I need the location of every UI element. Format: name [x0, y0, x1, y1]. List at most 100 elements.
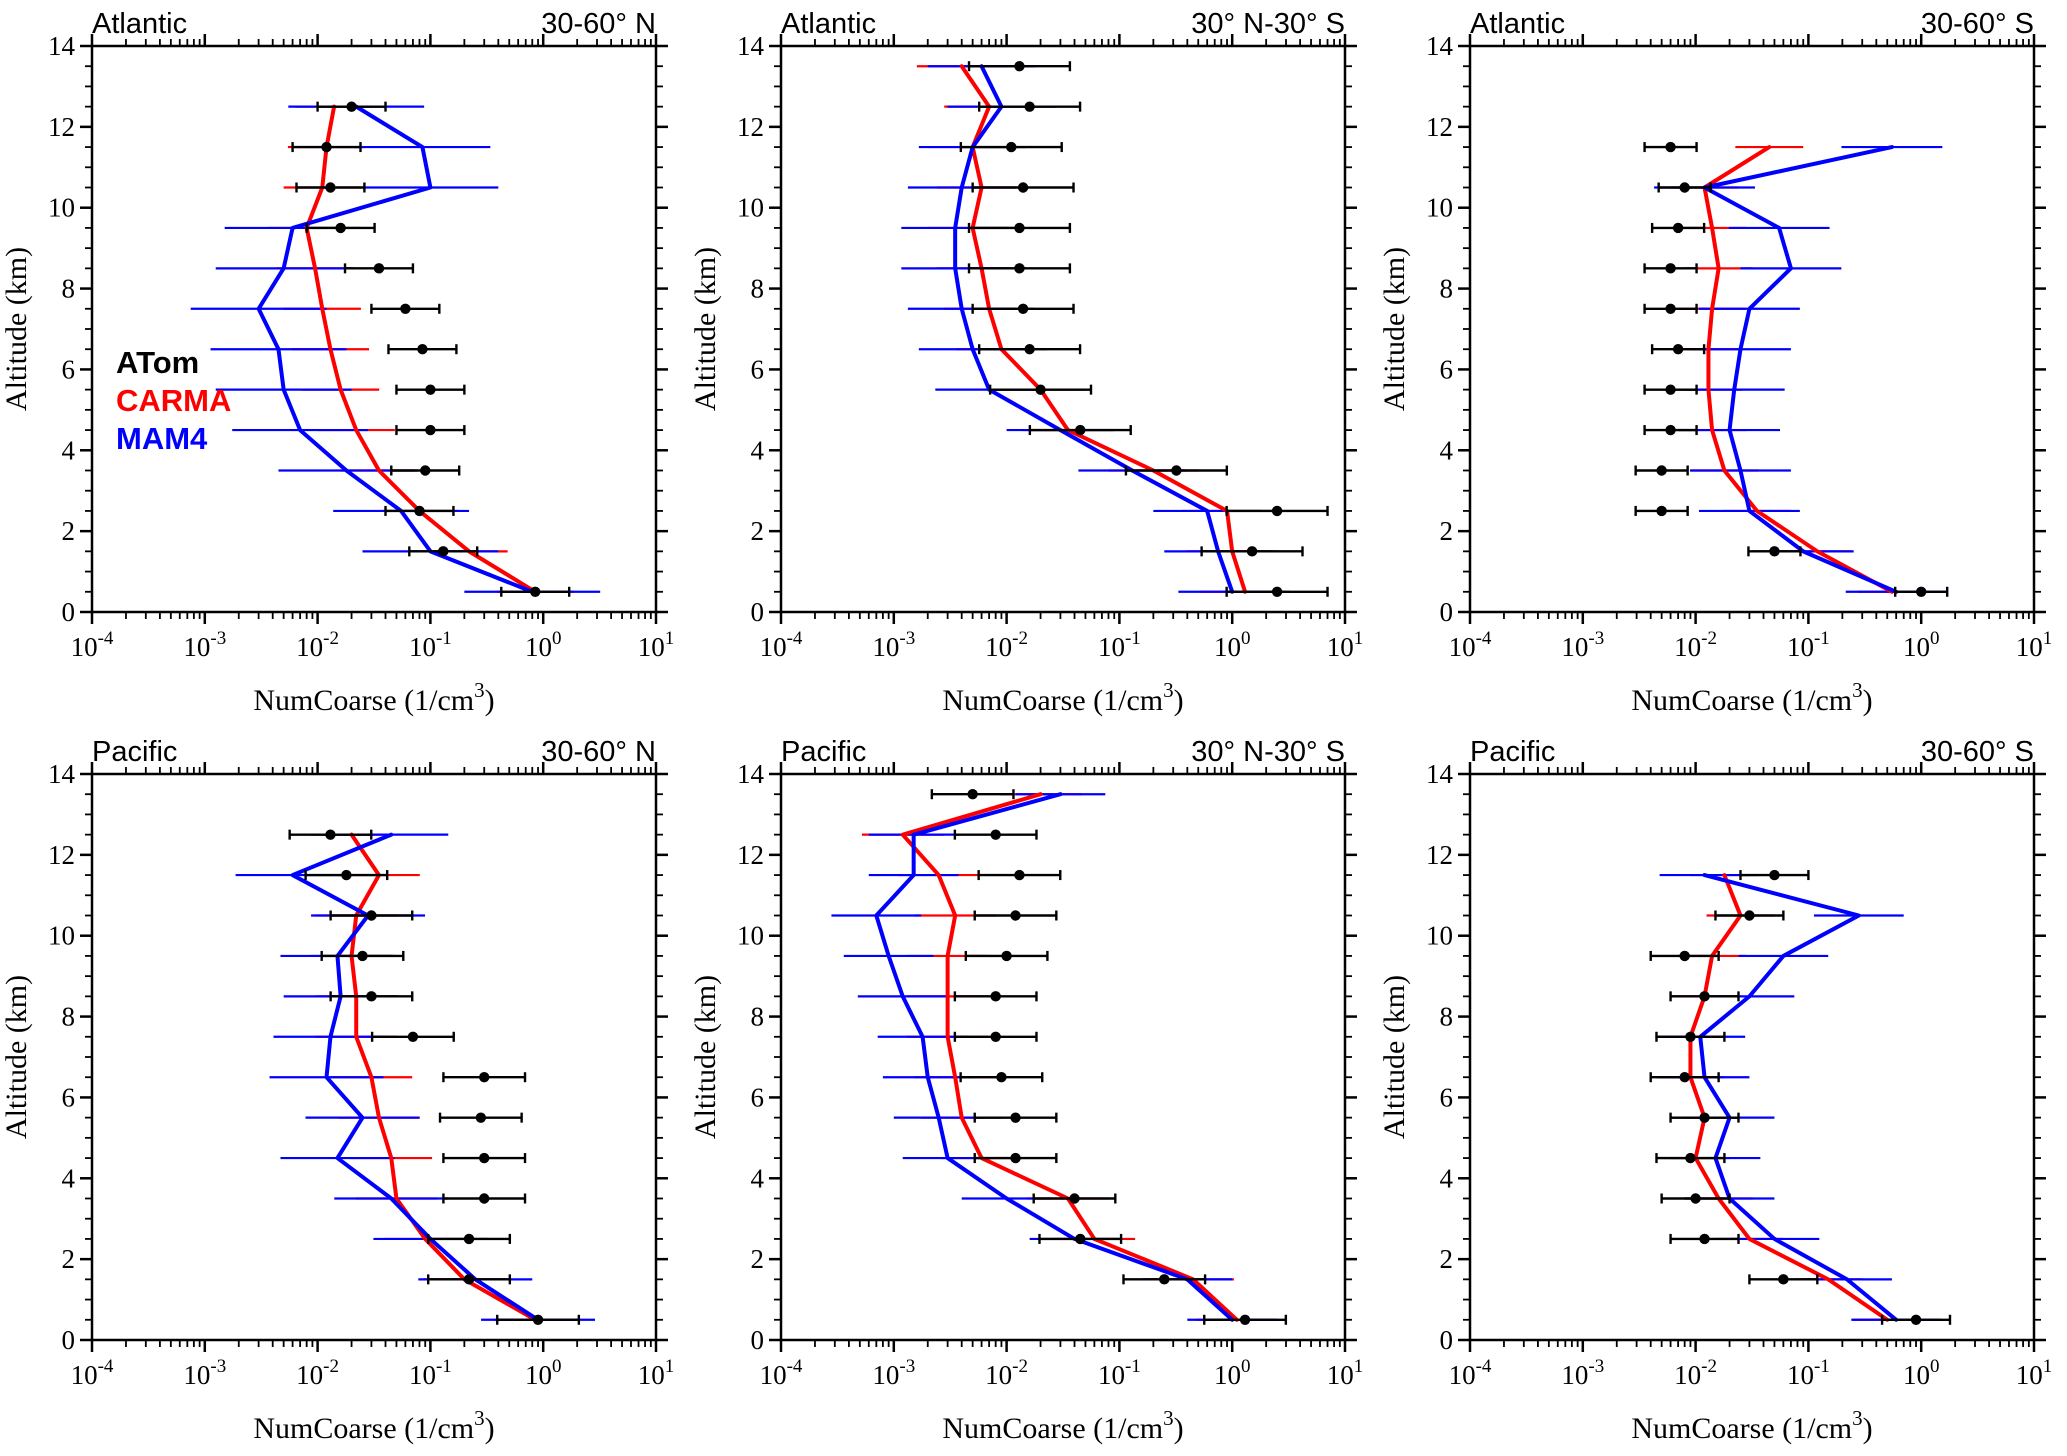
y-tick-label: 6	[751, 354, 765, 384]
y-tick-label: 6	[751, 1082, 765, 1112]
y-tick-label: 10	[1426, 193, 1453, 223]
x-tick-label: 10-1	[409, 628, 452, 662]
obs-points-atom	[291, 101, 571, 597]
profile-line-carma	[1702, 145, 1894, 594]
y-tick-label: 4	[62, 1163, 76, 1193]
y-tick-label: 12	[737, 840, 764, 870]
x-axis-label: NumCoarse (1/cm3)	[1631, 678, 1872, 717]
x-tick-label: 101	[638, 1356, 675, 1390]
y-tick-label: 8	[62, 1002, 76, 1032]
panel-atlantic-30n-30s: 10-4 10-3 10-2 10-1 100 101 0 2 4 6 8 10 12 14 NumCoar…	[689, 0, 1378, 728]
axes: 10-4 10-3 10-2 10-1 100 101 0 2 4 6 8 10 12 14 NumCoar…	[0, 759, 674, 1445]
x-tick-label: 101	[2016, 1356, 2053, 1390]
errorbars-mam4	[235, 833, 596, 1321]
panel-pacific-30-60n: 10-4 10-3 10-2 10-1 100 101 0 2 4 6 8 10 12 14 NumCoar…	[0, 728, 689, 1456]
y-tick-label: 10	[1426, 921, 1453, 951]
x-tick-label: 101	[638, 628, 675, 662]
x-tick-label: 10-4	[1449, 628, 1492, 662]
profile-chart-pacific-30-60s: 10-4 10-3 10-2 10-1 100 101 0 2 4 6 8 10 12 14 NumCoar…	[1378, 759, 2052, 1445]
axes: 10-4 10-3 10-2 10-1 100 101 0 2 4 6 8 10 12 14 NumCoar…	[0, 31, 674, 717]
y-tick-label: 4	[751, 435, 765, 465]
x-tick-label: 10-3	[1561, 628, 1604, 662]
x-tick-label: 10-3	[1561, 1356, 1604, 1390]
axes: 10-4 10-3 10-2 10-1 100 101 0 2 4 6 8 10 12 14 NumCoar…	[1378, 31, 2052, 717]
profile-line-carma	[959, 64, 1248, 594]
profile-line-mam4	[953, 64, 1235, 594]
y-tick-label: 10	[48, 921, 75, 951]
y-tick-label: 0	[1440, 1325, 1454, 1355]
x-tick-label: 10-4	[71, 628, 114, 662]
x-tick-label: 10-1	[1098, 1356, 1141, 1390]
y-tick-label: 12	[48, 840, 75, 870]
obs-points-atom	[1634, 141, 1949, 597]
profile-line-mam4	[1698, 873, 1899, 1322]
y-axis-label: Altitude (km)	[1378, 975, 1411, 1139]
x-tick-label: 100	[1214, 1356, 1251, 1390]
x-tick-label: 10-1	[1787, 628, 1830, 662]
y-tick-label: 6	[1440, 354, 1454, 384]
y-tick-label: 14	[737, 31, 765, 61]
axes: 10-4 10-3 10-2 10-1 100 101 0 2 4 6 8 10 12 14 NumCoar…	[1378, 759, 2052, 1445]
x-tick-label: 100	[525, 1356, 562, 1390]
x-axis-label: NumCoarse (1/cm3)	[942, 678, 1183, 717]
y-tick-label: 4	[1440, 1163, 1454, 1193]
x-tick-label: 10-2	[985, 628, 1028, 662]
panel-atlantic-30-60s: 10-4 10-3 10-2 10-1 100 101 0 2 4 6 8 10 12 14 NumCoar…	[1378, 0, 2067, 728]
x-tick-label: 10-4	[71, 1356, 114, 1390]
y-tick-label: 2	[751, 1244, 765, 1274]
x-tick-label: 10-2	[296, 1356, 339, 1390]
x-tick-label: 10-1	[1098, 628, 1141, 662]
x-tick-label: 10-3	[872, 628, 915, 662]
y-tick-label: 0	[1440, 597, 1454, 627]
y-axis-label: Altitude (km)	[1378, 247, 1411, 411]
x-axis-label: NumCoarse (1/cm3)	[1631, 1406, 1872, 1445]
profile-line-carma	[900, 792, 1239, 1322]
x-tick-label: 100	[1903, 1356, 1940, 1390]
y-axis-label: Altitude (km)	[689, 247, 722, 411]
profile-chart-atlantic-30-60s: 10-4 10-3 10-2 10-1 100 101 0 2 4 6 8 10 12 14 NumCoar…	[1378, 31, 2052, 717]
y-tick-label: 14	[737, 759, 765, 789]
y-tick-label: 4	[1440, 435, 1454, 465]
x-tick-label: 10-4	[1449, 1356, 1492, 1390]
y-axis-label: Altitude (km)	[0, 975, 33, 1139]
y-tick-label: 2	[1440, 1244, 1454, 1274]
errorbars-mam4	[1654, 145, 1947, 593]
profile-chart-atlantic-30-60n: 10-4 10-3 10-2 10-1 100 101 0 2 4 6 8 10 12 14 NumCoar…	[0, 31, 674, 717]
x-tick-label: 100	[525, 628, 562, 662]
y-tick-label: 14	[48, 759, 76, 789]
axes: 10-4 10-3 10-2 10-1 100 101 0 2 4 6 8 10 12 14 NumCoar…	[689, 759, 1363, 1445]
y-tick-label: 2	[751, 516, 765, 546]
plot-frame	[1468, 772, 2036, 1342]
y-axis-label: Altitude (km)	[0, 247, 33, 411]
plot-frame	[779, 44, 1347, 614]
profile-chart-pacific-30-60n: 10-4 10-3 10-2 10-1 100 101 0 2 4 6 8 10 12 14 NumCoar…	[0, 759, 674, 1445]
y-tick-label: 10	[48, 193, 75, 223]
y-tick-label: 6	[1440, 1082, 1454, 1112]
y-tick-label: 12	[1426, 840, 1453, 870]
y-tick-label: 0	[751, 1325, 765, 1355]
x-tick-label: 10-3	[183, 1356, 226, 1390]
x-tick-label: 10-4	[760, 628, 803, 662]
y-tick-label: 0	[62, 1325, 76, 1355]
x-axis-label: NumCoarse (1/cm3)	[253, 678, 494, 717]
y-tick-label: 0	[62, 597, 76, 627]
y-tick-label: 2	[62, 516, 76, 546]
plot-frame	[90, 772, 658, 1342]
obs-points-atom	[930, 789, 1288, 1325]
y-tick-label: 6	[62, 1082, 76, 1112]
y-tick-label: 8	[62, 274, 76, 304]
y-tick-label: 2	[62, 1244, 76, 1274]
y-tick-label: 4	[62, 435, 76, 465]
y-tick-label: 10	[737, 921, 764, 951]
x-tick-label: 101	[2016, 628, 2053, 662]
y-tick-label: 14	[1426, 759, 1454, 789]
y-tick-label: 8	[751, 1002, 765, 1032]
panel-pacific-30-60s: 10-4 10-3 10-2 10-1 100 101 0 2 4 6 8 10 12 14 NumCoar…	[1378, 728, 2067, 1456]
y-tick-label: 8	[1440, 1002, 1454, 1032]
x-tick-label: 10-1	[1787, 1356, 1830, 1390]
y-tick-label: 2	[1440, 516, 1454, 546]
profile-chart-pacific-30n-30s: 10-4 10-3 10-2 10-1 100 101 0 2 4 6 8 10 12 14 NumCoar…	[689, 759, 1363, 1445]
x-axis-label: NumCoarse (1/cm3)	[942, 1406, 1183, 1445]
x-tick-label: 10-2	[1674, 1356, 1717, 1390]
x-tick-label: 100	[1903, 628, 1940, 662]
